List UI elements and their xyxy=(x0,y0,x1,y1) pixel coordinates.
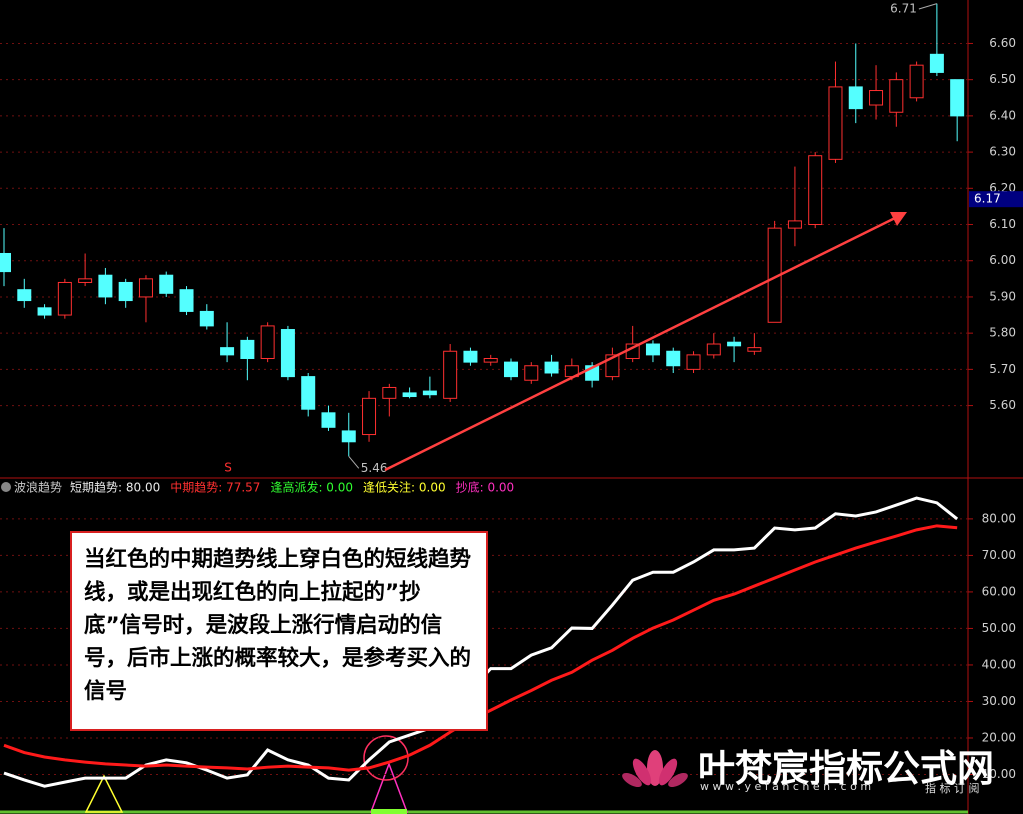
signal-bar xyxy=(371,809,407,814)
candle-body xyxy=(544,361,559,374)
highlight-circle xyxy=(363,735,409,781)
candle-body xyxy=(747,347,762,352)
indicator-icon xyxy=(1,482,11,492)
candle-body xyxy=(220,347,235,356)
signal-triangle xyxy=(84,774,124,813)
y-tick-label: 70.00 xyxy=(982,548,1016,562)
watermark-sub: 指 标 订 阅 xyxy=(925,782,980,795)
y-tick-label: 5.60 xyxy=(989,398,1016,412)
candle-body xyxy=(260,325,275,359)
candle-body xyxy=(17,289,32,302)
low-label: 5.46 xyxy=(361,461,388,475)
candle-body xyxy=(321,412,336,428)
candle-body xyxy=(118,281,133,302)
legend-entry: 中期趋势: 77.57 xyxy=(170,480,260,495)
annotation-line xyxy=(348,455,360,469)
logo xyxy=(622,750,688,787)
candle-body xyxy=(889,79,904,113)
candle-body xyxy=(808,155,823,226)
candle-body xyxy=(828,86,843,160)
y-tick-label: 30.00 xyxy=(982,694,1016,708)
y-tick-label: 5.70 xyxy=(989,362,1016,376)
candle-body xyxy=(138,278,153,298)
candle-body xyxy=(98,274,113,298)
candle-body xyxy=(504,361,518,378)
candle-body xyxy=(869,90,884,106)
candle-body xyxy=(443,350,458,399)
candle-body xyxy=(179,289,194,312)
y-tick-label: 60.00 xyxy=(982,584,1016,598)
candle-body xyxy=(483,358,498,363)
y-tick-label: 50.00 xyxy=(982,621,1016,635)
high-label: 6.71 xyxy=(890,2,917,16)
candle-body xyxy=(57,281,72,316)
y-tick-label: 6.40 xyxy=(989,108,1016,122)
y-tick-label: 6.30 xyxy=(989,145,1016,159)
y-tick-label: 10.00 xyxy=(982,767,1016,781)
y-tick-label: 5.90 xyxy=(989,289,1016,303)
candle-body xyxy=(463,350,478,363)
y-tick-label: 5.80 xyxy=(989,326,1016,340)
candle-body xyxy=(929,53,944,73)
y-tick-label: 40.00 xyxy=(982,657,1016,671)
candle-body xyxy=(909,64,924,99)
candle-body xyxy=(645,343,660,356)
candle-body xyxy=(524,365,539,381)
y-tick-label: 6.10 xyxy=(989,217,1016,231)
y-tick-label: 6.60 xyxy=(989,36,1016,50)
y-tick-label: 6.50 xyxy=(989,72,1016,86)
candle-body xyxy=(382,386,397,399)
candle-body xyxy=(666,350,681,367)
candle-body xyxy=(341,430,356,443)
watermark: 叶梵宸指标公式网 w w w . y e f a n c h e n . c o… xyxy=(620,738,1020,798)
candle-body xyxy=(240,339,255,360)
legend-entry: 短期趋势: 80.00 xyxy=(70,481,160,495)
y-tick-label: 6.00 xyxy=(989,253,1016,267)
candle-body xyxy=(78,278,93,283)
candle-body xyxy=(301,376,316,410)
candle-body xyxy=(686,354,701,370)
watermark-title: 叶梵宸指标公式网 xyxy=(698,747,994,790)
signal-triangle xyxy=(369,761,409,813)
annotation-line xyxy=(918,3,938,10)
watermark-url: w w w . y e f a n c h e n . c o m xyxy=(700,780,872,793)
candle-body xyxy=(280,329,295,378)
y-tick-label: 80.00 xyxy=(982,511,1016,525)
trend-arrow xyxy=(384,216,896,472)
candle-body xyxy=(37,307,52,316)
trend-arrow-head xyxy=(890,212,907,226)
price-marker: 6.17 xyxy=(974,192,1001,206)
candle-body xyxy=(159,274,174,294)
candle-body xyxy=(727,341,742,347)
note-box: 当红色的中期趋势线上穿白色的短线趋势线，或是出现红色的向上拉起的”抄底”信号时，… xyxy=(70,531,488,731)
legend-entry: 抄底: 0.00 xyxy=(456,480,515,495)
candle-body xyxy=(848,86,863,110)
indicator-title: 波浪趋势 xyxy=(14,480,62,495)
candle-body xyxy=(199,310,214,327)
candle-body xyxy=(362,397,377,436)
candle-body xyxy=(0,252,11,273)
candle-body xyxy=(402,392,417,398)
signal-label: S xyxy=(224,461,232,475)
candle-body xyxy=(706,343,721,356)
y-tick-label: 20.00 xyxy=(982,730,1016,744)
candle-body xyxy=(787,220,802,229)
legend-entry: 逢低关注: 0.00 xyxy=(363,480,446,495)
legend-entry: 逢高派发: 0.00 xyxy=(270,480,353,495)
price-marker-box xyxy=(969,191,1023,208)
candle-body xyxy=(422,390,437,396)
candle-body xyxy=(950,79,965,117)
